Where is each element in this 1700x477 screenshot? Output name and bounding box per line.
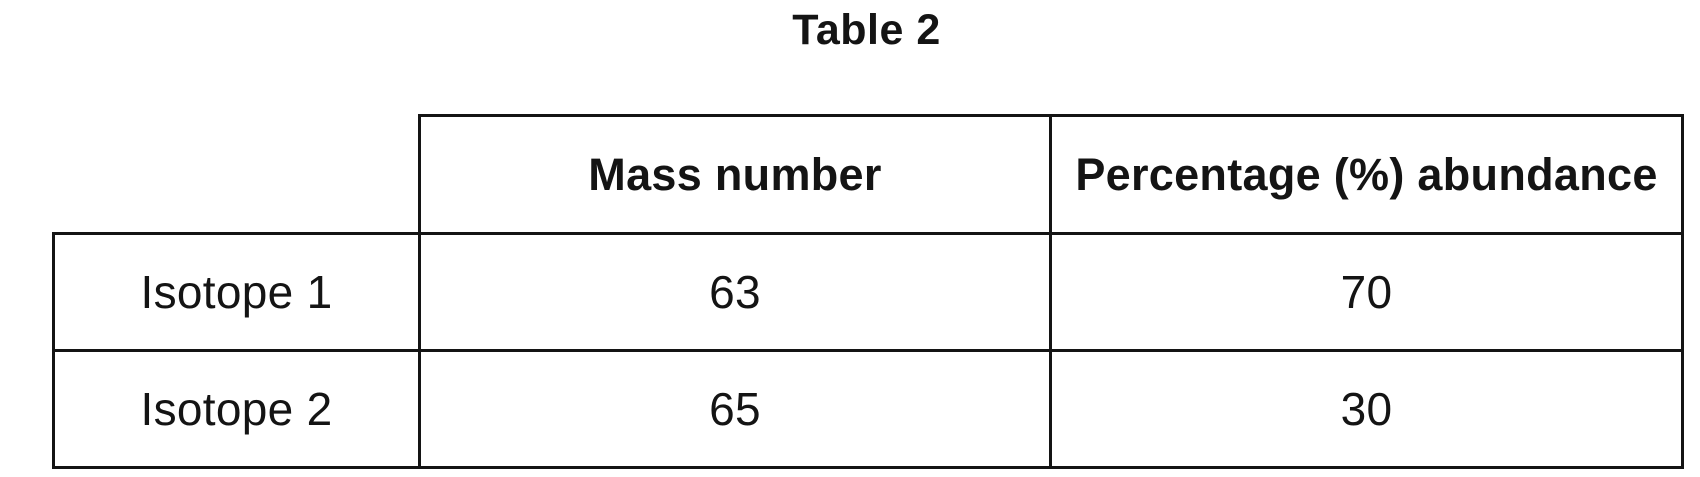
column-header-mass-number: Mass number (418, 114, 1052, 235)
cell-isotope-2-mass-number: 65 (418, 349, 1052, 469)
header-row: Mass number Percentage (%) abundance (54, 114, 1684, 235)
table-row-isotope-2: Isotope 2 65 30 (52, 349, 1684, 469)
table-row-isotope-1: Isotope 1 63 70 (52, 232, 1684, 352)
cell-isotope-2-abundance: 30 (1049, 349, 1684, 469)
isotope-data-table: Mass number Percentage (%) abundance Iso… (52, 114, 1684, 469)
cell-isotope-1-abundance: 70 (1049, 232, 1684, 352)
row-label-isotope-2: Isotope 2 (52, 349, 421, 469)
row-label-isotope-1: Isotope 1 (52, 232, 421, 352)
column-header-abundance: Percentage (%) abundance (1049, 114, 1684, 235)
corner-cell (54, 116, 420, 234)
table-title: Table 2 (792, 6, 941, 54)
cell-isotope-1-mass-number: 63 (418, 232, 1052, 352)
